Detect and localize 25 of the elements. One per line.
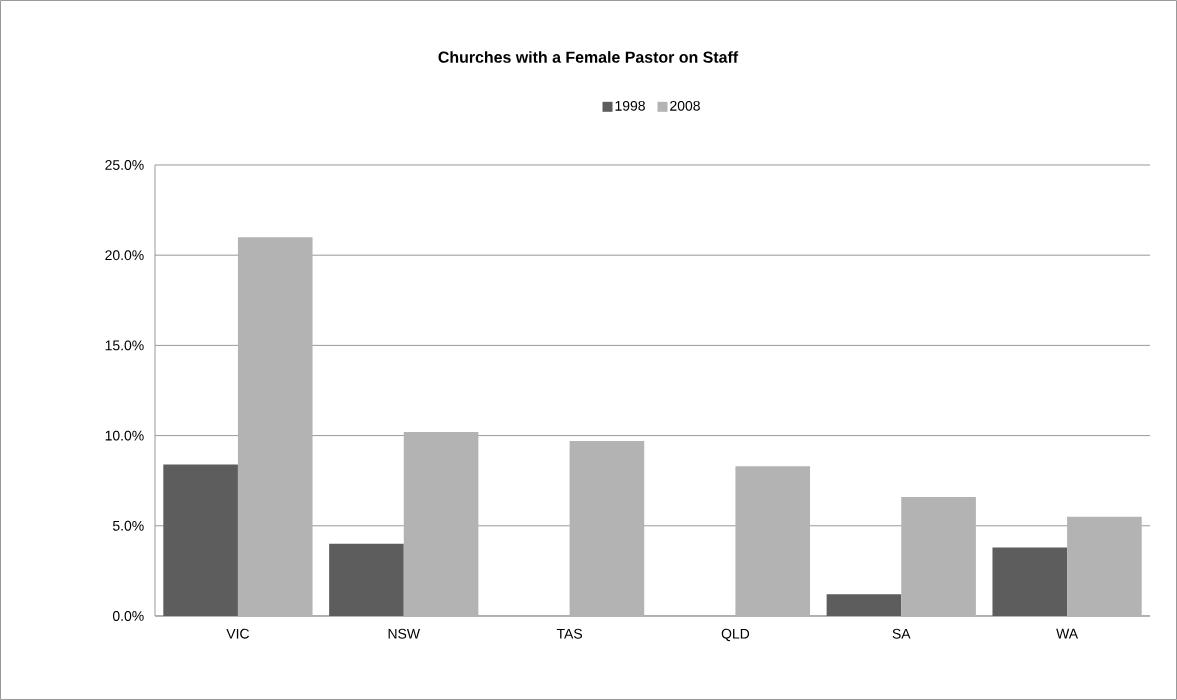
x-tick-label: QLD [721, 628, 750, 642]
chart-title: Churches with a Female Pastor on Staff [438, 51, 739, 63]
x-tick-label: WA [1056, 628, 1079, 639]
x-tick-label: TAS [556, 628, 583, 639]
legend-label: 1998 [615, 100, 645, 111]
bar [735, 466, 811, 616]
x-tick-label: NSW [388, 628, 420, 639]
bar [901, 496, 976, 616]
y-tick-label: 10.0% [105, 430, 144, 441]
y-tick-label: 20.0% [105, 250, 144, 261]
bar [1067, 516, 1142, 616]
bar [992, 547, 1068, 616]
legend-label: 2008 [670, 100, 700, 111]
x-tick-label: SA [892, 628, 911, 639]
bar [826, 594, 902, 616]
y-tick-label: 5.0% [112, 520, 144, 531]
bar [237, 237, 313, 616]
y-tick-label: 15.0% [105, 340, 144, 351]
bar [329, 543, 404, 616]
bar [163, 464, 238, 616]
bar [403, 431, 479, 616]
x-tick-label: VIC [226, 628, 250, 639]
y-tick-label: 0.0% [112, 611, 144, 621]
bar [569, 441, 645, 616]
y-tick-label: 25.0% [105, 160, 144, 170]
